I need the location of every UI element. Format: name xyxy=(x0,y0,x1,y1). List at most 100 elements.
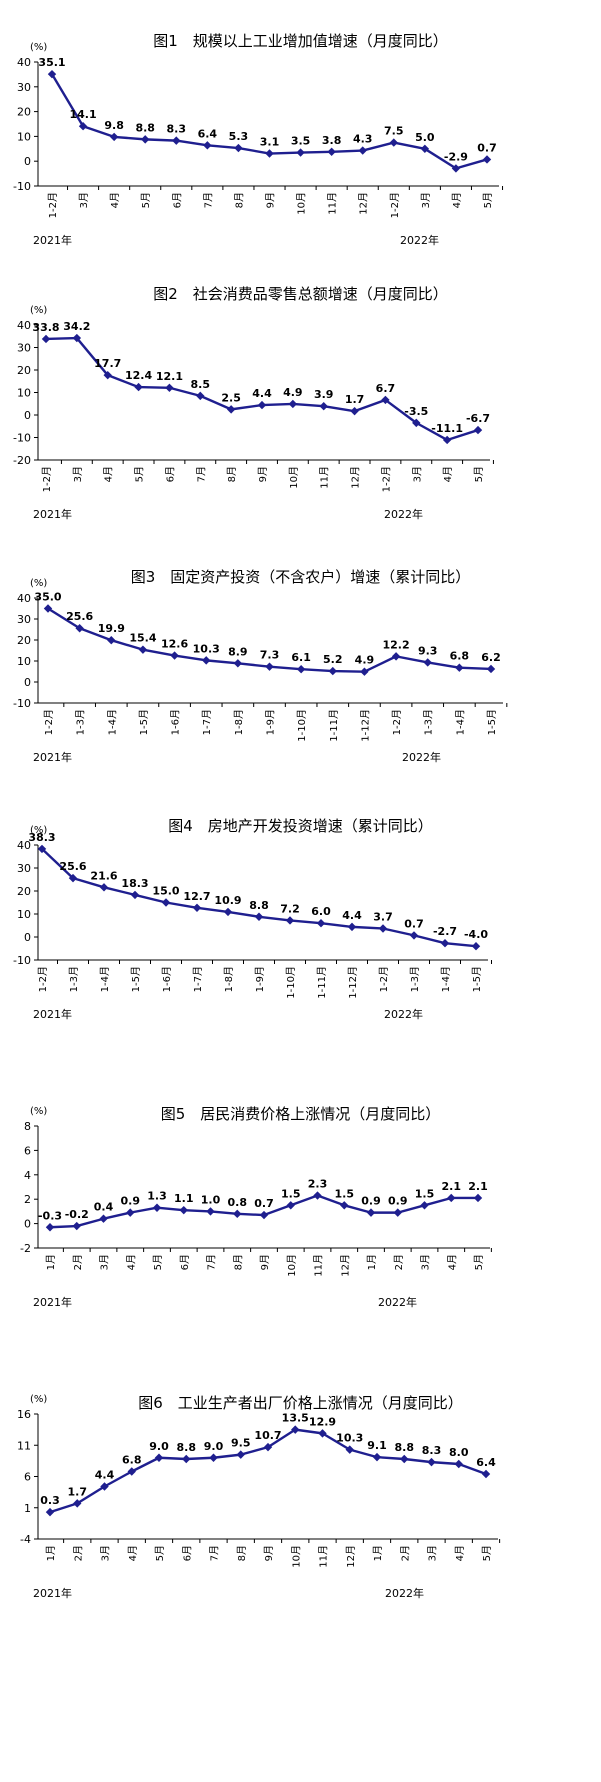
x-tick-label: 1-2月 xyxy=(378,966,390,992)
data-point xyxy=(440,939,450,948)
x-tick-label: 1-9月 xyxy=(254,966,266,992)
data-point xyxy=(360,667,369,676)
data-point xyxy=(223,907,233,917)
data-label: 4.9 xyxy=(283,386,303,399)
data-label: 0.4 xyxy=(94,1201,114,1214)
chart-title: 图6 工业生产者出厂价格上涨情况（月度同比） xyxy=(138,1394,463,1412)
data-label: 2.1 xyxy=(442,1180,462,1193)
data-label: 0.7 xyxy=(404,917,424,930)
data-label: 10.9 xyxy=(214,894,241,907)
x-tick-label: 11月 xyxy=(313,1254,325,1277)
y-tick-label: 30 xyxy=(17,862,31,875)
data-label: 15.0 xyxy=(152,885,179,898)
x-tick-label: 1-2月 xyxy=(41,466,53,492)
unit-label: (%) xyxy=(30,305,47,316)
data-point xyxy=(45,1223,55,1232)
data-label: 9.1 xyxy=(367,1439,387,1452)
x-tick-label: 3月 xyxy=(427,1545,439,1561)
data-point xyxy=(172,136,181,145)
data-point xyxy=(203,141,212,150)
x-tick-label: 1-5月 xyxy=(486,709,498,735)
data-point xyxy=(340,1201,349,1210)
data-point xyxy=(138,645,148,654)
data-point xyxy=(196,391,205,401)
x-tick-label: 6月 xyxy=(181,1545,193,1561)
year-label: 2022年 xyxy=(384,1007,423,1021)
x-tick-label: 3月 xyxy=(99,1254,111,1270)
data-label: 3.8 xyxy=(322,134,342,147)
data-point xyxy=(236,1450,245,1459)
data-point xyxy=(43,604,53,613)
x-tick-label: 12月 xyxy=(350,466,362,489)
data-point xyxy=(265,149,274,158)
data-label: 6.7 xyxy=(376,382,396,395)
x-tick-label: 4月 xyxy=(451,192,463,208)
y-tick-label: 40 xyxy=(17,839,31,852)
x-tick-label: 7月 xyxy=(195,466,207,482)
x-tick-label: 3月 xyxy=(420,192,432,208)
x-tick-label: 1-2月 xyxy=(389,192,401,218)
chart-title: 图5 居民消费价格上涨情况（月度同比） xyxy=(160,1105,441,1123)
data-point xyxy=(393,1208,402,1217)
data-label: 0.7 xyxy=(477,141,497,154)
data-point xyxy=(161,898,171,907)
data-point xyxy=(286,1201,295,1210)
data-label: 1.5 xyxy=(335,1187,355,1200)
x-tick-label: 1月 xyxy=(372,1545,384,1561)
data-label: 8.5 xyxy=(191,378,211,391)
data-point xyxy=(316,919,326,928)
data-label: 0.7 xyxy=(254,1197,274,1210)
x-tick-label: 2月 xyxy=(399,1545,411,1561)
data-point xyxy=(233,1209,242,1219)
data-label: 1.7 xyxy=(68,1485,88,1498)
data-point xyxy=(481,1469,491,1479)
x-tick-label: 6月 xyxy=(171,192,183,208)
year-label: 2022年 xyxy=(384,507,423,521)
y-tick-label: 0 xyxy=(24,409,31,422)
data-label: 3.1 xyxy=(260,136,280,149)
y-tick-label: -20 xyxy=(13,454,31,467)
data-label: 1.3 xyxy=(147,1190,167,1203)
data-point xyxy=(152,1203,162,1212)
x-tick-label: 1-3月 xyxy=(409,966,421,992)
x-tick-label: 6月 xyxy=(179,1254,191,1270)
y-tick-label: 0 xyxy=(24,1218,31,1231)
data-label: 1.1 xyxy=(174,1192,194,1205)
x-tick-label: 5月 xyxy=(473,1254,485,1270)
x-tick-label: 1-8月 xyxy=(233,709,245,735)
data-label: 0.8 xyxy=(228,1196,248,1209)
x-tick-label: 1月 xyxy=(366,1254,378,1270)
data-label: -0.2 xyxy=(65,1208,89,1221)
x-tick-label: 1-4月 xyxy=(440,966,452,992)
data-label: -6.7 xyxy=(466,412,490,425)
unit-label: (%) xyxy=(30,825,47,836)
data-label: 8.3 xyxy=(167,123,187,136)
data-label: 0.3 xyxy=(40,1494,60,1507)
data-point xyxy=(285,916,295,925)
data-label: 12.7 xyxy=(183,890,210,903)
x-tick-label: 3月 xyxy=(72,466,84,482)
x-tick-label: 1-10月 xyxy=(296,709,308,742)
x-tick-label: 1-2月 xyxy=(47,192,59,218)
x-tick-label: 4月 xyxy=(454,1545,466,1561)
x-tick-label: 3月 xyxy=(420,1254,432,1270)
year-label: 2022年 xyxy=(400,233,439,247)
x-tick-label: 9月 xyxy=(265,192,277,208)
data-point xyxy=(482,155,492,164)
data-label: 35.1 xyxy=(38,56,65,69)
data-point xyxy=(347,922,357,932)
data-label: 0.9 xyxy=(388,1195,408,1208)
year-label: 2022年 xyxy=(378,1295,417,1309)
x-tick-label: 11月 xyxy=(319,466,331,489)
data-point xyxy=(412,418,421,428)
y-tick-label: 20 xyxy=(17,885,31,898)
data-point xyxy=(471,942,481,951)
data-point xyxy=(455,663,464,672)
x-tick-label: 2月 xyxy=(72,1254,84,1270)
data-point xyxy=(170,651,179,660)
x-tick-label: 1-5月 xyxy=(138,709,150,735)
data-label: 2.1 xyxy=(468,1180,488,1193)
x-tick-label: 5月 xyxy=(134,466,146,482)
